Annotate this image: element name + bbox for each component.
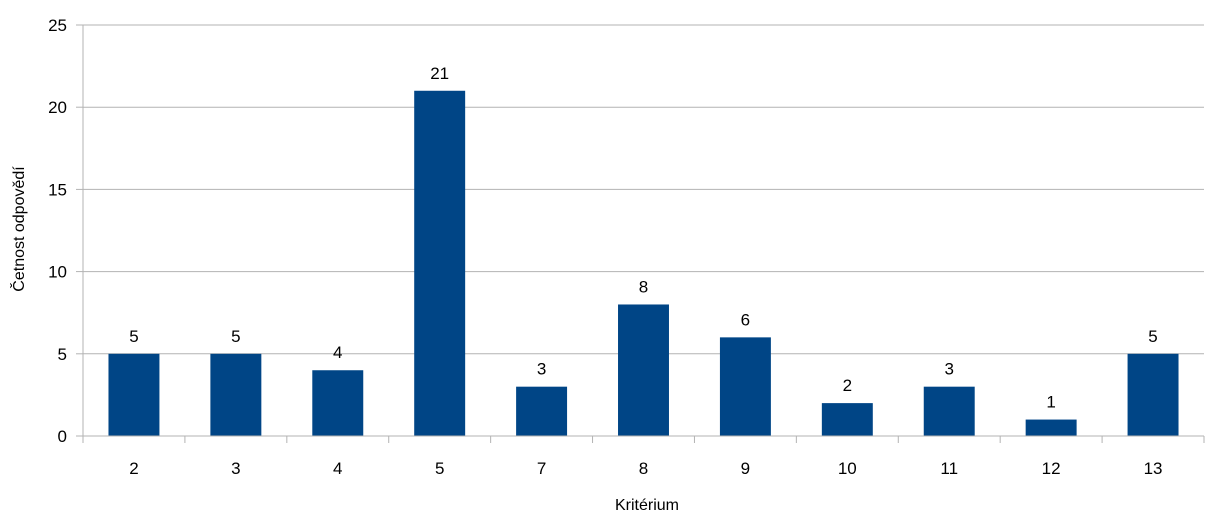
x-tick-label: 12	[1042, 459, 1061, 478]
x-tick-label: 4	[333, 459, 342, 478]
data-label: 5	[1148, 327, 1157, 346]
bar-12	[1025, 419, 1077, 436]
x-tick-label: 10	[838, 459, 857, 478]
bars	[108, 90, 1179, 436]
x-tick-label: 8	[639, 459, 648, 478]
y-tick-label: 5	[58, 345, 67, 364]
y-tick-label: 10	[48, 263, 67, 282]
data-label: 8	[639, 277, 648, 296]
x-tick-label: 5	[435, 459, 444, 478]
y-tick-label: 15	[48, 180, 67, 199]
x-tick-label: 2	[129, 459, 138, 478]
data-label: 5	[231, 327, 240, 346]
bar-2	[108, 353, 160, 436]
y-tick-label: 25	[48, 16, 67, 35]
data-label: 5	[129, 327, 138, 346]
y-tick-label: 0	[58, 427, 67, 446]
data-label: 4	[333, 343, 342, 362]
y-axis-title: Četnost odpovědí	[9, 166, 28, 292]
data-label: 1	[1046, 393, 1055, 412]
bar-8	[618, 304, 669, 436]
bar-3	[210, 353, 262, 436]
data-label: 2	[843, 376, 852, 395]
y-tick-label: 20	[48, 98, 67, 117]
x-tick-label: 3	[231, 459, 240, 478]
x-tick-label: 13	[1144, 459, 1163, 478]
bar-4	[312, 370, 364, 436]
bar-10	[821, 403, 873, 436]
data-label: 3	[537, 360, 546, 379]
axes	[76, 24, 1205, 443]
bar-9	[719, 337, 771, 436]
x-tick-label: 9	[741, 459, 750, 478]
data-label: 21	[430, 64, 449, 83]
data-label: 3	[944, 360, 953, 379]
x-tick-label: 11	[940, 459, 958, 478]
x-axis-title: Kritérium	[615, 497, 679, 514]
x-tick-label: 7	[537, 459, 546, 478]
data-label: 6	[741, 310, 750, 329]
bar-5	[414, 90, 466, 436]
gridlines	[83, 24, 1204, 355]
bar-7	[516, 386, 568, 436]
bar-13	[1127, 353, 1179, 436]
bar-11	[923, 386, 975, 436]
